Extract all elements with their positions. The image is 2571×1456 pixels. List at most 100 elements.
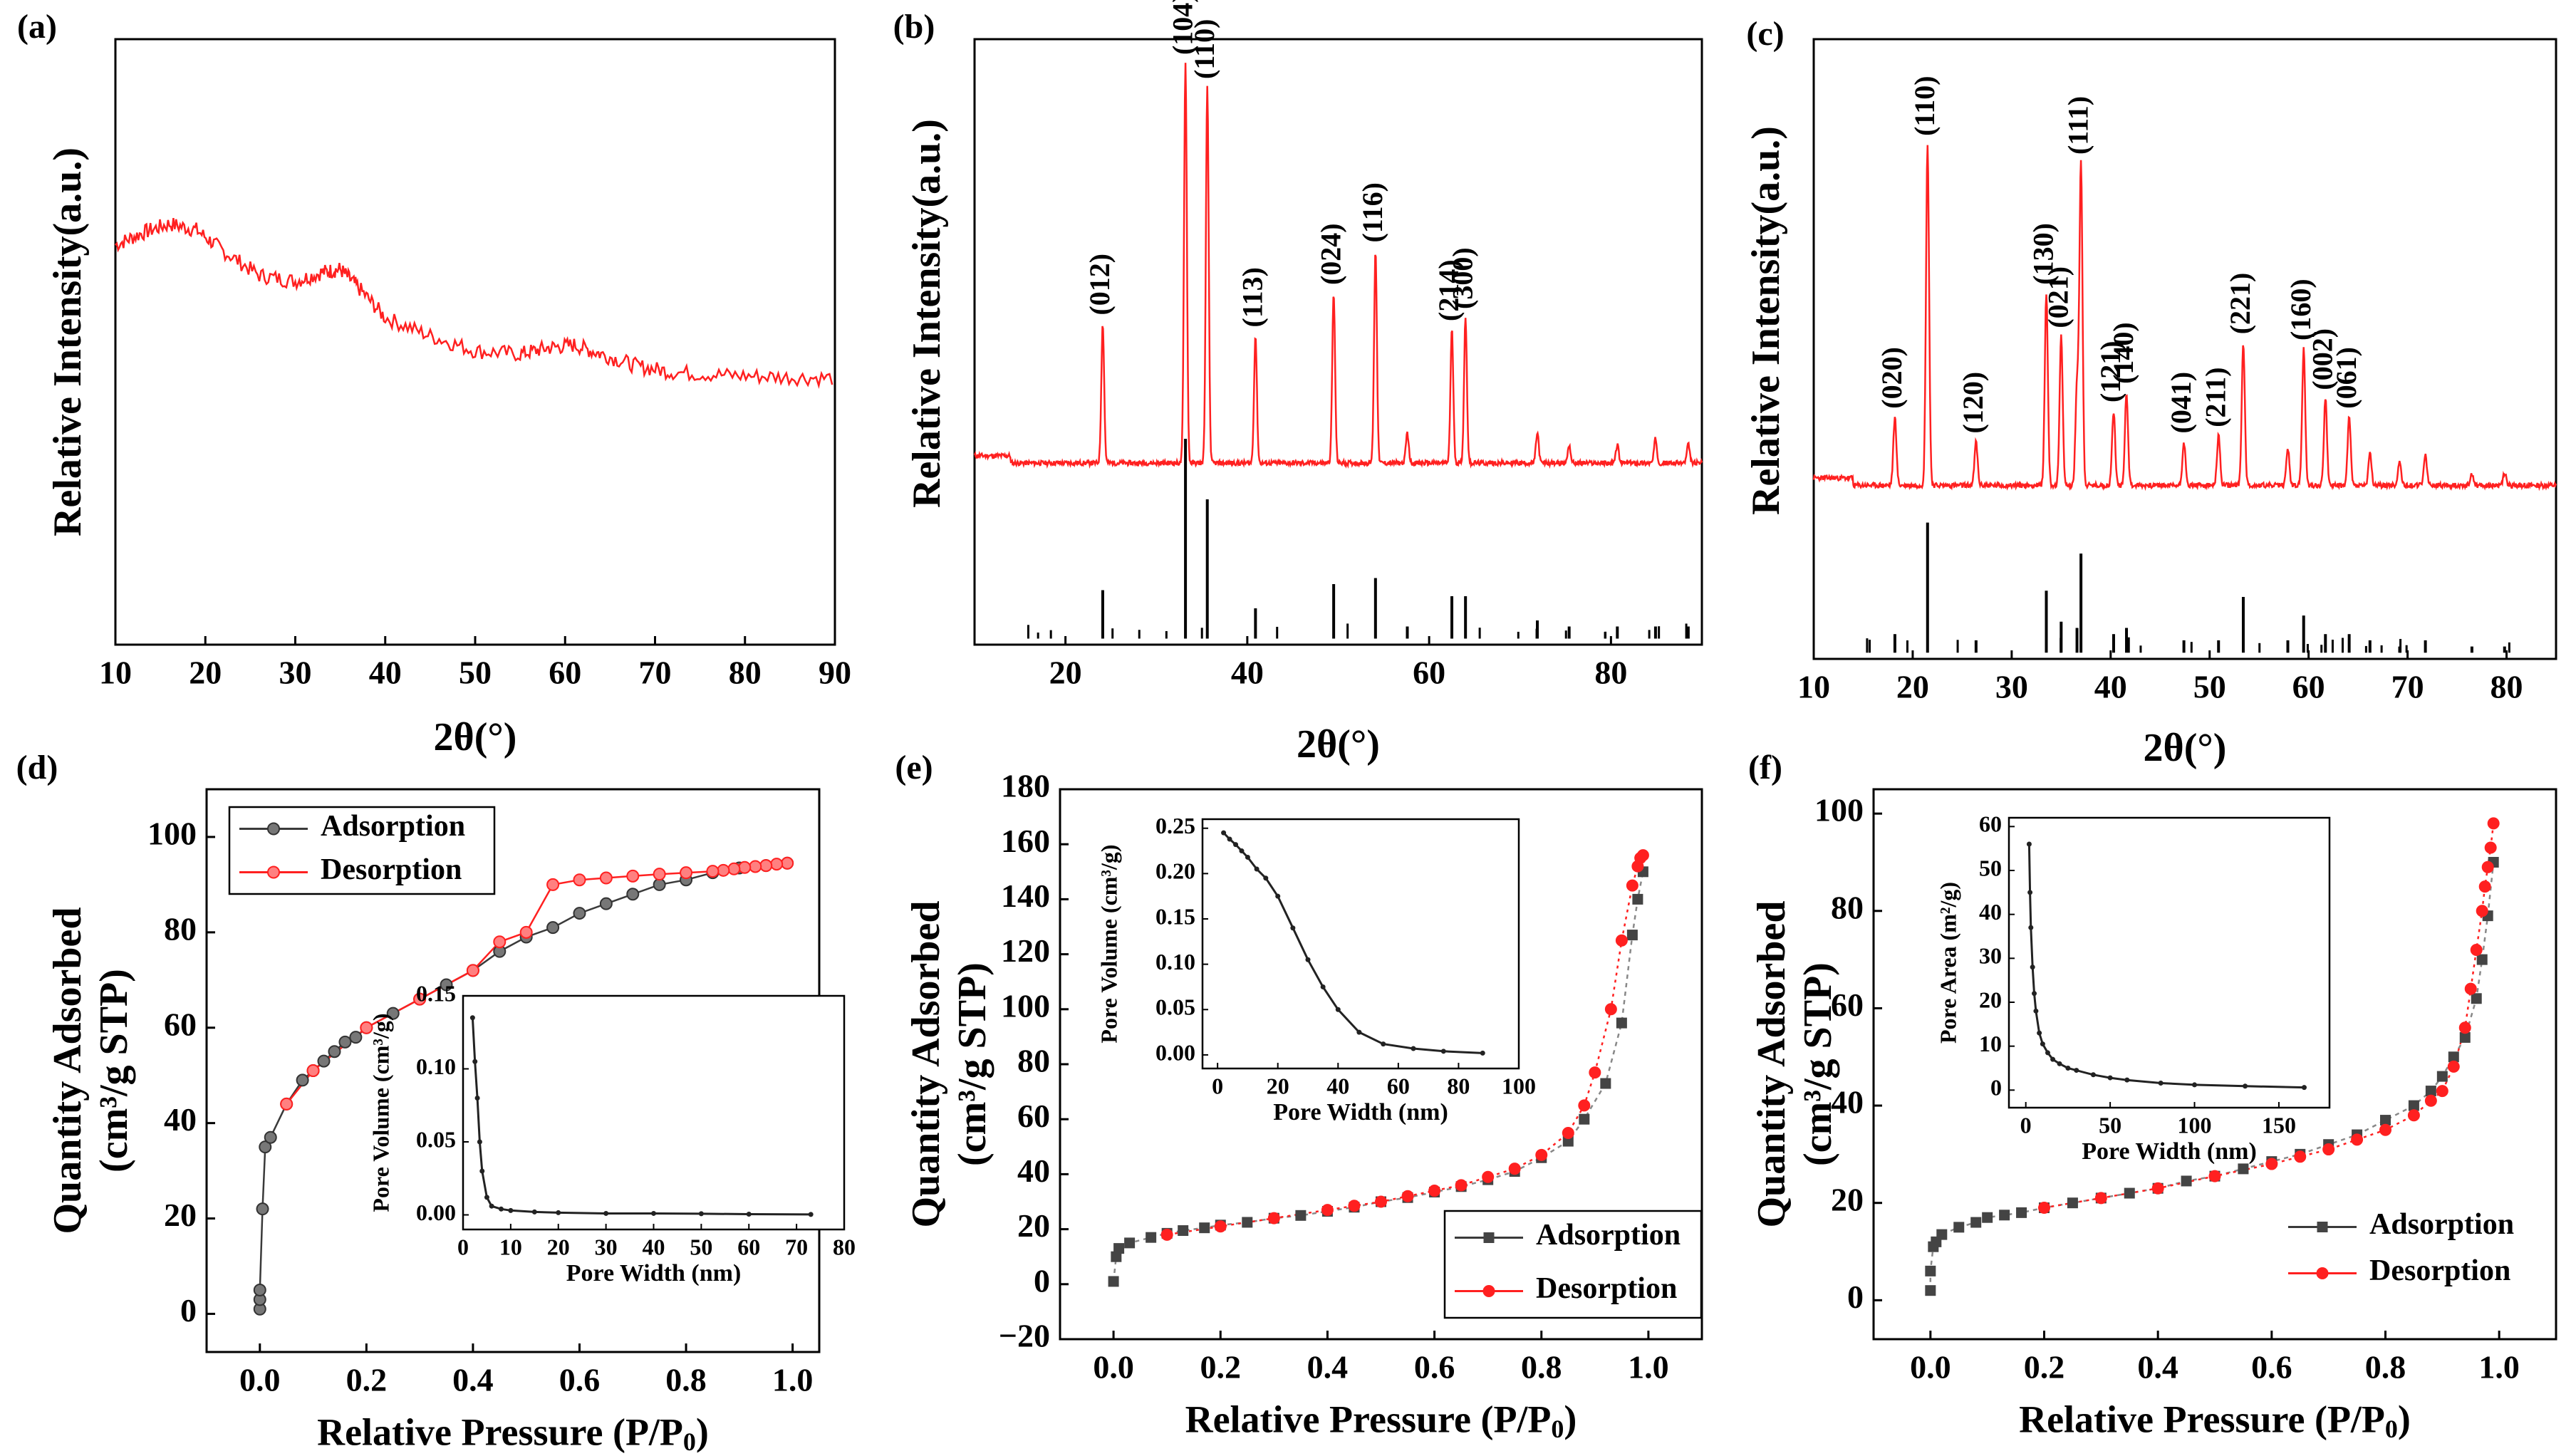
desorption-point [1160,1228,1173,1241]
peak-label: (116) [1356,182,1388,242]
inset-x-tick-label: 60 [737,1234,760,1259]
x-axis-label: Relative Pressure (P/P0) [317,1410,709,1456]
panel-label: (c) [1746,15,1784,53]
desorption-point [2447,1060,2460,1073]
x-tick-label: 80 [1594,655,1627,691]
x-tick-label: 0.4 [452,1362,494,1398]
inset-point [1263,875,1269,881]
adsorption-point [1999,1210,2010,1221]
inset-y-tick-label: 0.00 [1155,1039,1195,1065]
adsorption-point [1982,1212,1993,1223]
adsorption-point [2016,1207,2027,1218]
adsorption-point [264,1130,277,1144]
adsorption-point [1111,1251,1122,1262]
adsorption-point [573,907,586,920]
peak-label: (221) [2224,273,2256,335]
desorption-point [2351,1133,2364,1146]
desorption-line [1167,854,1644,1236]
inset-y-tick-label: 0.20 [1155,858,1195,884]
legend-label: Adsorption [2369,1208,2514,1241]
adsorption-point [2124,1187,2135,1199]
x-tick-label: 0.2 [1200,1349,1242,1385]
adsorption-point [1242,1217,1253,1228]
desorption-point [1455,1179,1468,1192]
inset-frame [462,994,846,1231]
inset-point [2040,1041,2045,1047]
x-tick-label: 30 [279,655,312,691]
inset-x-tick-label: 10 [499,1234,522,1259]
desorption-point [599,871,613,885]
adsorption-point [1124,1237,1136,1249]
inset-point [2124,1077,2130,1083]
x-tick-label: 70 [2391,669,2424,705]
inset-point [472,1059,478,1064]
x-tick-label: 60 [549,655,581,691]
xrd-curve [1812,145,2557,492]
y-tick-label: 100 [1001,987,1050,1024]
inset-point [1356,1029,1362,1035]
y-tick-label: 80 [164,910,197,947]
x-tick-label: 1.0 [772,1362,814,1398]
adsorption-point [2448,1051,2459,1063]
adsorption-point [1108,1276,1119,1287]
adsorption-point [1953,1222,1965,1233]
adsorption-point [338,1035,352,1049]
desorption-point [2436,1085,2448,1098]
adsorption-point [1146,1232,1157,1243]
desorption-point [280,1097,294,1111]
inset-y-tick-label: 60 [1979,811,2002,837]
inset-frame [1201,818,1520,1070]
inset-point [556,1210,561,1215]
inset-point [698,1211,704,1217]
y-tick-label: 60 [1017,1098,1050,1134]
adsorption-point [259,1140,272,1154]
inset-point [499,1206,504,1212]
peak-label: (020) [1876,347,1908,409]
peak-label: (061) [2330,347,2362,409]
inset-x-tick-label: 50 [2099,1112,2121,1138]
x-tick-label: 10 [99,655,132,691]
y-axis-label-unit: (cm³/g STP) [92,969,136,1172]
desorption-point [2470,943,2483,956]
inset-point [2030,964,2035,970]
y-axis-label: Quantity Adsorbed [1750,901,1794,1228]
x-tick-label: 80 [729,655,762,691]
inset-point [2027,890,2033,895]
adsorption-point [1970,1217,1982,1228]
desorption-point [573,873,586,887]
desorption-point [770,858,784,871]
desorption-point [1604,1003,1617,1016]
desorption-point [1615,934,1628,947]
desorption-point [1401,1190,1414,1202]
inset-point [484,1195,489,1200]
inset-point [2032,991,2037,997]
inset-y-tick-label: 10 [1979,1031,2002,1056]
inset-point [474,1096,480,1101]
desorption-point [2424,1094,2437,1107]
desorption-point [2481,860,2494,873]
x-tick-label: 0.6 [559,1362,601,1398]
peak-label: (021) [2042,266,2074,328]
inset-y-tick-label: 0.00 [416,1200,456,1225]
inset-x-tick-label: 80 [833,1234,856,1259]
desorption-point [2038,1202,2050,1215]
desorption-point [2094,1192,2107,1205]
inset-point [2045,1050,2050,1056]
inset-point [2107,1075,2113,1081]
y-tick-label: 100 [1814,792,1864,828]
adsorption-line [1112,871,1644,1282]
desorption-point [2476,905,2488,917]
y-tick-label: 80 [1017,1043,1050,1079]
y-tick-label: 60 [1831,987,1864,1023]
x-tick-label: 1.0 [2478,1349,2520,1385]
inset-point [1335,1007,1341,1012]
adsorption-point [2238,1163,2249,1175]
legend-marker [1483,1232,1495,1243]
adsorption-point [546,921,560,935]
x-tick-label: 0.6 [1414,1349,1455,1385]
x-tick-label: 0.8 [665,1362,707,1398]
peak-label: (121) [2094,340,2126,402]
inset-point [746,1211,752,1217]
y-tick-label: −20 [999,1318,1050,1354]
plot-frame [1872,788,2557,1341]
